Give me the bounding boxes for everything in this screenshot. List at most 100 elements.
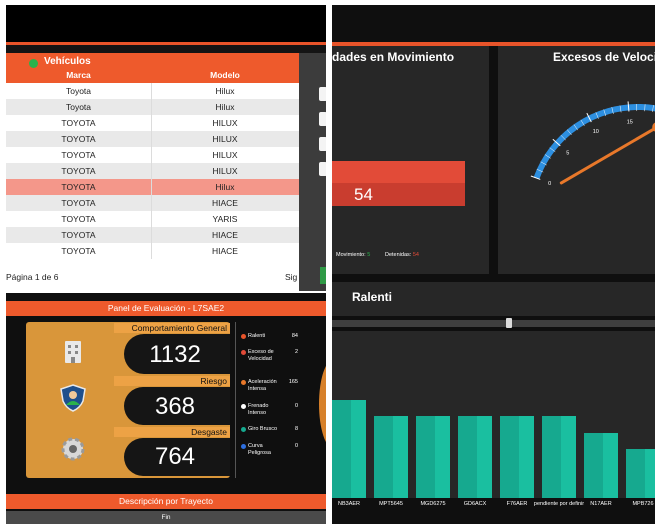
side-control[interactable]	[319, 137, 326, 151]
legend-item-value: 0	[294, 443, 298, 449]
cell-marca: TOYOTA	[6, 115, 152, 131]
shield-driver-icon	[60, 384, 86, 412]
gauge-tick	[586, 112, 592, 123]
excesos-card	[498, 46, 655, 274]
legend-item-label[interactable]: Curva Peligrosa	[248, 443, 271, 456]
gear-wear-icon	[61, 437, 85, 461]
side-control[interactable]	[319, 162, 326, 176]
legend-item-label[interactable]: Frenado Intenso	[248, 403, 269, 416]
legend-item-value: 2	[294, 349, 298, 355]
chart-scroll-track[interactable]	[332, 320, 655, 327]
table-row[interactable]: TOYOTA HILUX	[6, 163, 299, 179]
movimiento-title: dades en Movimiento	[332, 50, 455, 64]
excesos-title: Excesos de Velocidad	[553, 50, 655, 64]
next-page-button[interactable]: Sig	[285, 272, 298, 282]
cell-modelo: HILUX	[212, 118, 238, 128]
chart-bar-shade	[350, 399, 366, 498]
chart-bar[interactable]	[416, 416, 450, 498]
cell-modelo: HIACE	[212, 198, 238, 208]
table-row[interactable]: TOYOTA Hilux	[6, 179, 299, 195]
legend-dot-icon	[241, 350, 246, 355]
cell-modelo: Hilux	[215, 182, 235, 192]
gauge-tick-label: 10	[593, 129, 599, 135]
legend-moving[interactable]: Movimiento: 5	[336, 252, 370, 258]
chart-bar-shade	[518, 416, 534, 498]
side-control[interactable]	[319, 87, 326, 101]
chart-bar[interactable]	[626, 448, 655, 498]
legend-item-label[interactable]: Ralenti	[248, 333, 266, 339]
column-header-marca[interactable]: Marca	[66, 70, 91, 80]
metric-panel	[124, 334, 230, 374]
chart-bar-shade	[434, 416, 450, 498]
cell-marca: TOYOTA	[6, 195, 152, 211]
legend-item-value: 84	[291, 333, 298, 339]
cell-marca: TOYOTA	[6, 227, 152, 243]
gauge-tick	[573, 124, 579, 131]
legend-stopped[interactable]: Detenidas: 54	[385, 252, 419, 258]
gauge-tick	[652, 105, 654, 113]
table-row[interactable]: Toyota Hilux	[6, 83, 299, 99]
chart-bar-shade	[602, 433, 618, 498]
gauge-tick	[549, 147, 556, 153]
edge-decoration	[319, 359, 326, 449]
building-icon	[65, 341, 81, 363]
table-row[interactable]: TOYOTA HILUX	[6, 147, 299, 163]
metric-label: Riesgo	[114, 376, 230, 386]
vehicles-title: Vehículos	[44, 56, 91, 67]
table-row[interactable]: TOYOTA YARIS	[6, 211, 299, 227]
legend-item-label[interactable]: Giro Brusco	[248, 426, 278, 432]
chart-bar-shade	[392, 416, 408, 498]
cell-marca: Toyota	[6, 83, 152, 99]
chart-category-label: MPT5645	[379, 501, 403, 507]
cell-modelo: HIACE	[212, 246, 238, 256]
cell-modelo: HILUX	[212, 150, 238, 160]
cell-modelo: HILUX	[212, 134, 238, 144]
legend-dot-icon	[241, 444, 246, 449]
gauge-tick	[627, 101, 630, 112]
chart-bar[interactable]	[458, 416, 492, 498]
chart-bar[interactable]	[332, 399, 366, 498]
gauge-needle-hub	[652, 122, 655, 132]
legend-dot-icon	[241, 334, 246, 339]
cell-modelo: Hilux	[215, 102, 235, 112]
cell-modelo: YARIS	[212, 214, 238, 224]
cell-marca: TOYOTA	[6, 131, 152, 147]
metric-panel	[124, 387, 230, 425]
legend-item-label[interactable]: Aceleración Intensa	[248, 379, 277, 392]
chart-bar[interactable]	[374, 416, 408, 498]
chart-bar[interactable]	[542, 416, 576, 498]
chart-scroll-handle[interactable]	[506, 318, 512, 328]
chart-category-label: pendiente por definir	[533, 501, 585, 507]
table-row[interactable]: TOYOTA HIACE	[6, 227, 299, 243]
chart-category-label: F76AER	[506, 501, 528, 507]
vehicles-panel: Vehículos Marca Modelo Toyota Hilux Toyota…	[6, 5, 326, 291]
legend-moving-value: 5	[367, 252, 371, 258]
table-row[interactable]: TOYOTA HIACE	[6, 243, 299, 259]
gauge-tick	[580, 119, 585, 126]
column-header-modelo[interactable]: Modelo	[210, 70, 240, 80]
table-row[interactable]: Toyota Hilux	[6, 99, 299, 115]
action-button[interactable]	[320, 267, 326, 284]
legend-item-value: 0	[294, 403, 298, 409]
gauge-tick	[611, 107, 614, 115]
top-bar	[6, 5, 326, 42]
pagination-bar: Página 1 de 6 Sig	[6, 267, 299, 287]
table-row[interactable]: TOYOTA HIACE	[6, 195, 299, 211]
chart-bar[interactable]	[500, 416, 534, 498]
legend-dot-icon	[241, 427, 246, 432]
table-row[interactable]: TOYOTA HILUX	[6, 131, 299, 147]
chart-bar[interactable]	[584, 433, 618, 498]
stopped-bar-shade	[332, 183, 465, 206]
cell-modelo: HIACE	[212, 230, 238, 240]
table-row[interactable]: TOYOTA HILUX	[6, 115, 299, 131]
metric-value: 368	[154, 393, 196, 420]
legend-item-value: 165	[288, 379, 298, 385]
description-title: Descripción por Trayecto	[6, 494, 326, 509]
legend-moving-label: Movimiento:	[336, 252, 366, 258]
side-control[interactable]	[319, 112, 326, 126]
legend-item-label[interactable]: Exceso de Velocidad	[248, 349, 274, 362]
legend-stopped-label: Detenidas:	[385, 252, 412, 258]
cell-modelo: Hilux	[215, 86, 235, 96]
cell-marca: TOYOTA	[6, 147, 152, 163]
gauge-tick	[552, 138, 561, 147]
